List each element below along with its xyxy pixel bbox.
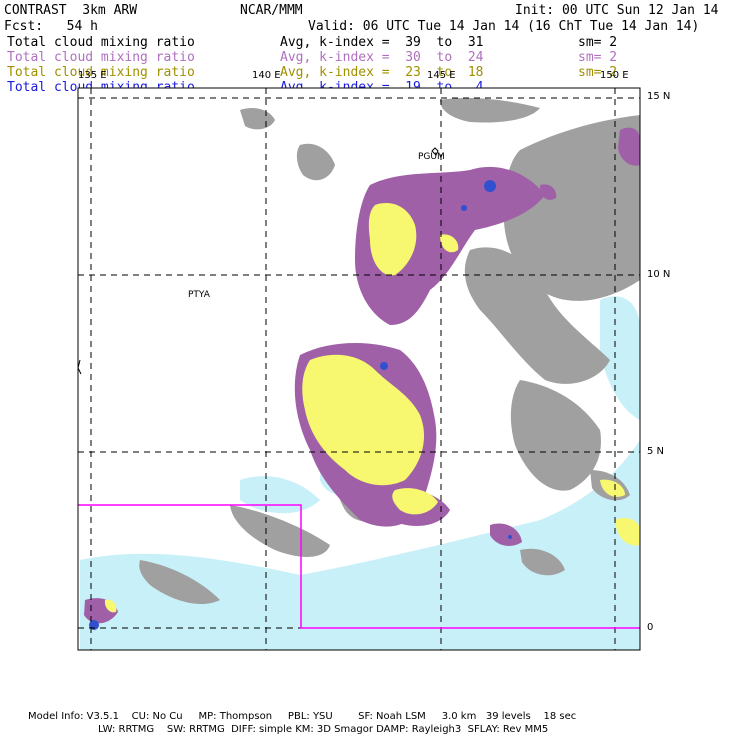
- lon-label-135: 135 E: [78, 70, 107, 81]
- cloud-layer-yellow: [104, 202, 640, 613]
- lon-label-145: 145 E: [427, 70, 456, 81]
- lat-label-5n: 5 N: [647, 446, 665, 457]
- map-border: [77, 87, 641, 651]
- forecast-hour: Fcst: 54 h: [4, 19, 98, 34]
- field-name-2: Total cloud mixing ratio: [7, 50, 195, 65]
- field-sm-1: sm= 2: [578, 35, 618, 50]
- coastline: [78, 147, 439, 375]
- model-title: CONTRAST 3km ARW: [4, 3, 138, 18]
- field-name-3: Total cloud mixing ratio: [7, 65, 195, 80]
- place-ptya: PTYA: [188, 290, 210, 300]
- lon-label-140: 140 E: [252, 70, 281, 81]
- model-info-line2: LW: RRTMG SW: RRTMG DIFF: simple KM: 3D …: [98, 724, 549, 735]
- field-avg-2: Avg, k-index = 30 to 24: [280, 50, 484, 65]
- field-sm-3: sm= 2: [578, 65, 618, 80]
- organization: NCAR/MMM: [240, 3, 303, 18]
- graticule: [78, 88, 640, 650]
- valid-time: Valid: 06 UTC Tue 14 Jan 14 (16 ChT Tue …: [308, 19, 700, 34]
- cloud-layer-blue: [89, 180, 512, 630]
- init-time: Init: 00 UTC Sun 12 Jan 14: [515, 3, 719, 18]
- place-pgum: PGUM: [418, 152, 445, 162]
- model-info-line1: Model Info: V3.5.1 CU: No Cu MP: Thompso…: [28, 711, 577, 722]
- subdomain-box: [78, 504, 640, 629]
- lat-label-10n: 10 N: [647, 269, 671, 280]
- field-avg-1: Avg, k-index = 39 to 31: [280, 35, 484, 50]
- field-avg-3: Avg, k-index = 23 to 18: [280, 65, 484, 80]
- lat-label-15n: 15 N: [647, 91, 671, 102]
- lon-label-150: 150 E: [600, 70, 629, 81]
- field-sm-2: sm= 2: [578, 50, 618, 65]
- lat-label-0: 0: [647, 622, 654, 633]
- field-name-1: Total cloud mixing ratio: [7, 35, 195, 50]
